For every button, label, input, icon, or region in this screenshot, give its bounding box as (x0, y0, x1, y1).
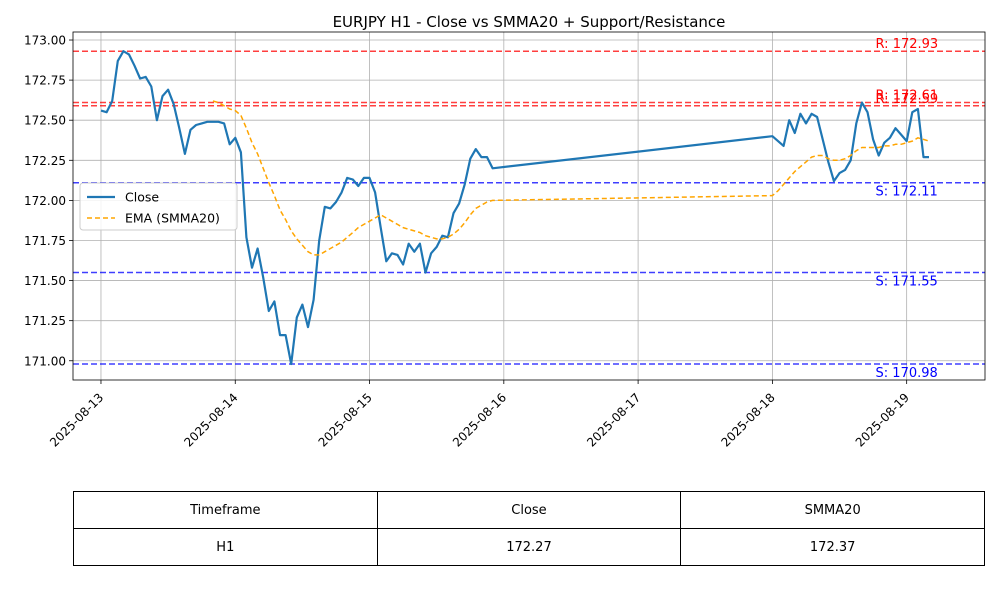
table-header-cell: Timeframe (73, 491, 378, 529)
x-tick-label: 2025-08-15 (316, 390, 375, 449)
y-tick-label: 173.00 (24, 34, 66, 48)
y-tick-label: 171.00 (24, 354, 66, 368)
table-header-row: Timeframe Close SMMA20 (73, 491, 985, 529)
chart-title: EURJPY H1 - Close vs SMMA20 + Support/Re… (333, 13, 726, 31)
table-cell: 172.27 (376, 528, 682, 566)
support-label: S: 171.55 (876, 275, 938, 290)
support-resistance-levels: R: 172.93 R: 172.61R: 172.59 S: 172.11 S: 1… (73, 37, 985, 381)
y-tick-label: 172.75 (24, 74, 66, 88)
legend-label: Close (125, 190, 159, 205)
table-header-cell: Close (376, 491, 682, 529)
x-tick-label: 2025-08-17 (584, 390, 643, 449)
x-tick-label: 2025-08-16 (450, 390, 509, 449)
x-tick-label: 2025-08-19 (853, 390, 912, 449)
table-row: H1 172.27 172.37 (73, 528, 985, 566)
legend-box (79, 182, 238, 231)
table-header-cell: SMMA20 (680, 491, 985, 529)
smma-series-line (212, 100, 930, 256)
y-tick-label: 171.75 (24, 234, 66, 248)
y-tick-label: 171.25 (24, 314, 66, 328)
legend: Close EMA (SMMA20) (79, 182, 238, 231)
resistance-label: R: 172.59 (876, 92, 939, 107)
legend-label: EMA (SMMA20) (125, 211, 220, 226)
resistance-label: R: 172.93 (876, 37, 939, 52)
x-tick-label: 2025-08-14 (181, 390, 240, 449)
y-tick-label: 172.00 (24, 194, 66, 208)
summary-table: Timeframe Close SMMA20 H1 172.27 172.37 (73, 491, 985, 566)
y-tick-label: 171.50 (24, 274, 66, 288)
support-label: S: 170.98 (876, 366, 938, 381)
support-label: S: 172.11 (876, 185, 938, 200)
x-tick-label: 2025-08-18 (719, 390, 778, 449)
close-series-line (100, 50, 929, 366)
series (100, 50, 930, 366)
x-tick-label: 2025-08-13 (47, 390, 106, 449)
table-cell: H1 (73, 528, 378, 566)
y-tick-label: 172.50 (24, 114, 66, 128)
table-cell: 172.37 (680, 528, 985, 566)
y-tick-label: 172.25 (24, 154, 66, 168)
plot-frame (72, 31, 986, 381)
chart: EURJPY H1 - Close vs SMMA20 + Support/Re… (24, 13, 986, 450)
resistance-label: R: 172.61 (876, 89, 939, 104)
